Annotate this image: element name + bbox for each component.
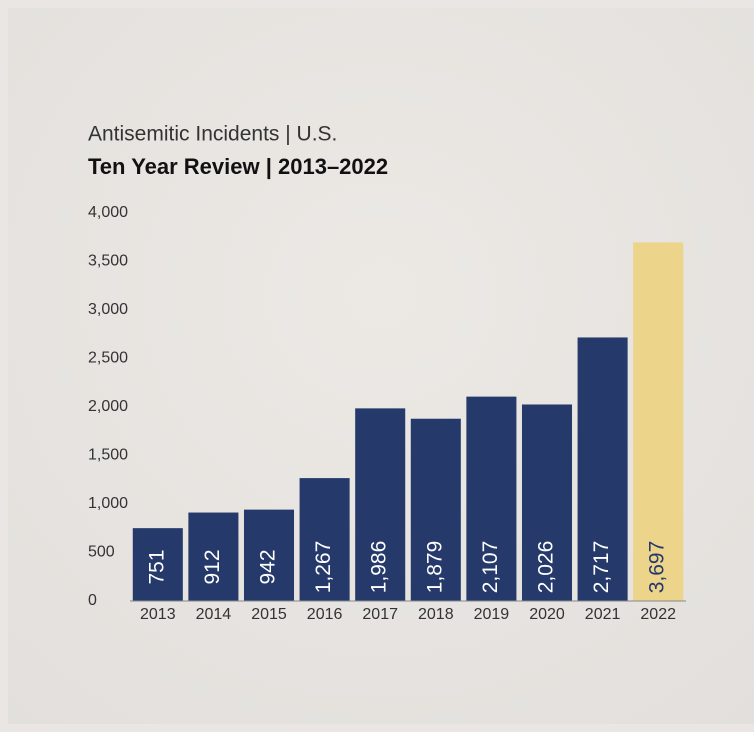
y-tick-label: 500 [88, 544, 115, 561]
value-label: 1,986 [368, 541, 391, 594]
chart-title: Antisemitic Incidents | U.S. [88, 123, 337, 146]
y-tick-label: 1,000 [88, 495, 128, 512]
x-tick-label: 2022 [640, 606, 676, 623]
x-tick-label: 2020 [529, 606, 565, 623]
bar [243, 509, 295, 601]
value-label: 751 [145, 549, 168, 584]
bar [633, 242, 684, 602]
x-tick-label: 2019 [474, 606, 510, 623]
y-tick-label: 2,500 [88, 350, 128, 367]
y-tick-label: 3,500 [88, 253, 128, 270]
bar [132, 528, 183, 601]
bar [299, 478, 350, 601]
bar [521, 404, 573, 601]
value-label: 2,717 [590, 541, 613, 594]
y-tick-label: 0 [88, 592, 97, 609]
x-tick-label: 2021 [585, 606, 621, 623]
y-tick-label: 2,000 [88, 398, 128, 415]
value-label: 1,879 [423, 541, 446, 594]
x-tick-label: 2018 [418, 606, 454, 623]
bar [188, 512, 239, 601]
bar [577, 337, 628, 601]
bar [466, 396, 517, 601]
background [8, 8, 754, 724]
chart-subtitle: Ten Year Review | 2013–2022 [88, 154, 388, 179]
value-label: 2,026 [535, 541, 558, 594]
value-label: 942 [257, 549, 280, 584]
bar [410, 418, 461, 601]
value-label: 3,697 [646, 541, 669, 594]
x-tick-label: 2014 [196, 606, 232, 623]
x-tick-label: 2016 [307, 606, 343, 623]
bar [355, 408, 406, 601]
x-tick-label: 2017 [362, 606, 398, 623]
y-tick-label: 1,500 [88, 447, 128, 464]
x-tick-label: 2015 [251, 606, 287, 623]
value-label: 1,267 [312, 541, 335, 594]
y-tick-label: 3,000 [88, 301, 128, 318]
value-label: 2,107 [479, 541, 502, 594]
value-label: 912 [201, 549, 224, 584]
y-tick-label: 4,000 [88, 204, 128, 221]
x-tick-label: 2013 [140, 606, 176, 623]
